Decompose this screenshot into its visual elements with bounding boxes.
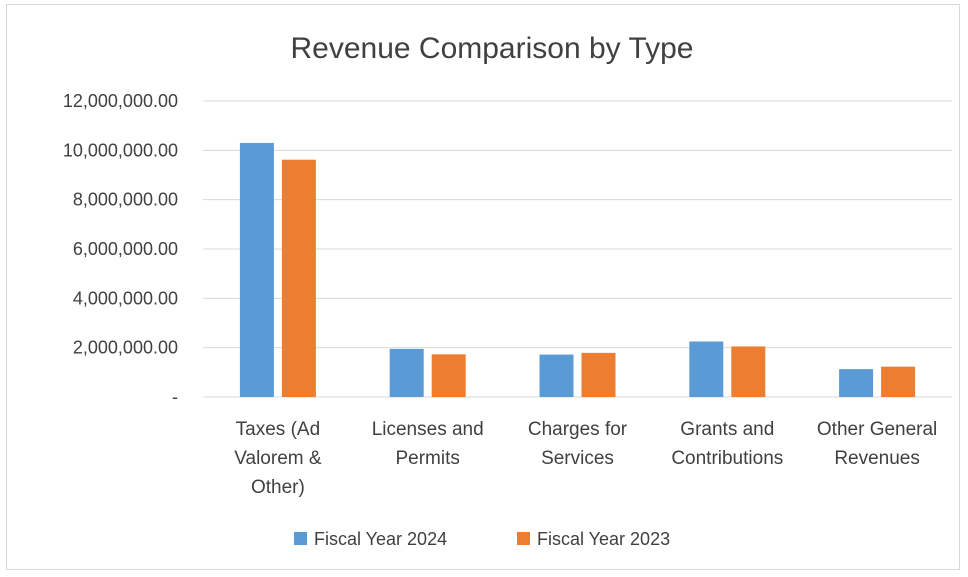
x-category-label: Charges for Services [528, 419, 628, 469]
bar-series-1-category-2 [389, 348, 424, 397]
bar-series-2-category-3 [581, 352, 616, 397]
x-category-label: Grants and Contributions [671, 419, 783, 469]
x-category-label-line: Other) [251, 477, 305, 498]
bar-series-1-category-4 [689, 341, 724, 397]
legend: Fiscal Year 2024 Fiscal Year 2023 [294, 529, 670, 549]
x-category-label-line: Contributions [671, 448, 783, 469]
x-category-label-line: Permits [395, 448, 459, 469]
y-tick-label: 6,000,000.00 [73, 239, 178, 259]
x-category-label: Licenses and Permits [372, 419, 484, 469]
x-category-label-line: Valorem & [234, 448, 322, 469]
y-tick-label: - [172, 387, 178, 407]
bar-series-2-category-4 [731, 346, 766, 397]
x-category-label-line: Services [541, 448, 614, 469]
chart-title: Revenue Comparison by Type [290, 32, 693, 65]
x-category-label-line: Revenues [834, 448, 920, 469]
chart-frame [6, 4, 960, 570]
legend-label: Fiscal Year 2024 [314, 529, 447, 549]
bar-series-2-category-1 [281, 159, 316, 397]
x-category-label-line: Other General [817, 419, 937, 440]
legend-swatch [294, 532, 307, 545]
bar-series-2-category-5 [881, 366, 916, 397]
bars [239, 142, 916, 397]
bar-series-1-category-5 [839, 369, 874, 397]
bar-series-2-category-2 [431, 354, 466, 397]
x-category-label-line: Charges for [528, 419, 628, 440]
y-tick-label: 8,000,000.00 [73, 190, 178, 210]
x-category-label-line: Grants and [680, 419, 774, 440]
legend-swatch [517, 532, 530, 545]
y-tick-label: 10,000,000.00 [63, 140, 178, 160]
gridlines [203, 100, 952, 398]
bar-series-1-category-3 [539, 354, 574, 397]
x-axis-category-labels: Taxes (Ad Valorem & Other) Licenses and Perm… [234, 419, 937, 498]
y-tick-label: 4,000,000.00 [73, 288, 178, 308]
x-category-label: Taxes (Ad Valorem & Other) [234, 419, 322, 498]
x-category-label: Other General Revenues [817, 419, 937, 469]
y-tick-label: 2,000,000.00 [73, 338, 178, 358]
bar-series-1-category-1 [239, 142, 274, 397]
x-category-label-line: Taxes (Ad [236, 419, 320, 440]
y-axis-tick-labels: - 2,000,000.00 4,000,000.00 6,000,000.00 8,0… [63, 91, 178, 407]
legend-label: Fiscal Year 2023 [537, 529, 670, 549]
y-tick-label: 12,000,000.00 [63, 91, 178, 111]
x-category-label-line: Licenses and [372, 419, 484, 440]
